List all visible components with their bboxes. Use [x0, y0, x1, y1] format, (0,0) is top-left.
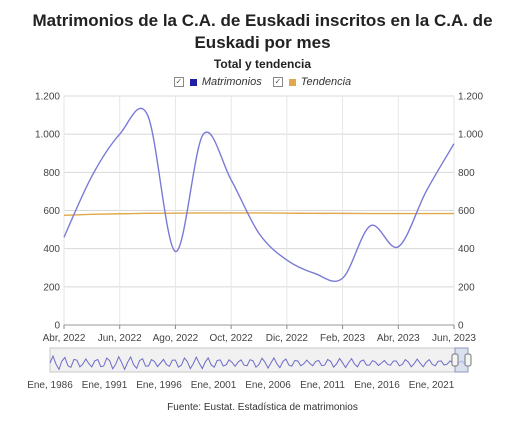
checkbox-icon[interactable]: ✓: [272, 77, 283, 87]
navigator-axis-label: Ene, 1986: [27, 380, 73, 391]
x-tick-label: Jun, 2022: [98, 333, 142, 344]
chart-title: Matrimonios de la C.A. de Euskadi inscri…: [32, 11, 493, 52]
y-tick-label-left: 0: [54, 321, 60, 332]
legend: ✓ Matrimonios ✓ Tendencia: [0, 75, 525, 88]
x-tick-label: Feb, 2023: [320, 333, 365, 344]
legend-label-tendencia: Tendencia: [300, 76, 352, 88]
navigator-handle-left[interactable]: [451, 353, 459, 367]
y-tick-label-left: 600: [43, 206, 60, 217]
series-line-matrimonios: [63, 107, 455, 282]
navigator-axis-label: Ene, 1991: [82, 380, 128, 391]
y-tick-label-right: 400: [458, 244, 475, 255]
y-tick-label-left: 400: [43, 244, 60, 255]
axes: 0 0 200 200 400 400 600 600 800 800 1.000 1.000 1.20…: [35, 92, 483, 345]
y-tick-label-right: 0: [458, 321, 464, 332]
legend-swatch-matrimonios: [189, 78, 197, 86]
legend-label-matrimonios: Matrimonios: [201, 76, 262, 88]
y-tick-label-left: 1.000: [35, 130, 60, 141]
x-tick-label: Oct, 2022: [209, 333, 253, 344]
navigator-axis-label: Ene, 2001: [191, 380, 237, 391]
y-tick-label-left: 200: [43, 282, 60, 293]
navigator-axis-label: Ene, 2006: [245, 380, 291, 391]
x-tick-label: Abr, 2023: [377, 333, 420, 344]
y-tick-label-right: 200: [458, 282, 475, 293]
navigator-handle-right[interactable]: [464, 353, 472, 367]
y-tick-label-right: 800: [458, 168, 475, 179]
y-tick-label-right: 1.200: [458, 92, 483, 103]
series-layer: [63, 107, 455, 282]
x-tick-label: Abr, 2022: [43, 333, 86, 344]
y-tick-label-right: 600: [458, 206, 475, 217]
navigator-axis-label: Ene, 2021: [409, 380, 455, 391]
legend-swatch-tendencia: [288, 78, 296, 86]
legend-item-tendencia[interactable]: ✓ Tendencia: [272, 76, 352, 88]
y-tick-label-right: 1.000: [458, 130, 483, 141]
x-tick-label: Dic, 2022: [266, 333, 309, 344]
navigator-background: [49, 347, 469, 373]
checkbox-icon[interactable]: ✓: [173, 77, 184, 87]
y-tick-label-left: 1.200: [35, 92, 60, 103]
series-line-tendencia: [63, 212, 454, 216]
navigator-axis-label: Ene, 1996: [136, 380, 182, 391]
navigator-axis-label: Ene, 2011: [300, 380, 345, 391]
x-tick-label: Jun, 2023: [432, 333, 476, 344]
chart-subtitle: Total y tendencia: [213, 57, 312, 71]
y-tick-label-left: 800: [43, 168, 60, 179]
legend-item-matrimonios[interactable]: ✓ Matrimonios: [173, 76, 262, 88]
navigator-mini-series: [49, 354, 469, 371]
source-note: Fuente: Eustat. Estadística de matrimoni…: [167, 402, 358, 413]
navigator-axis-label: Ene, 2016: [354, 380, 400, 391]
range-navigator[interactable]: Ene, 1986 Ene, 1991 Ene, 1996 Ene, 2001 Ene,…: [27, 347, 472, 391]
x-tick-label: Ago, 2022: [153, 333, 199, 344]
